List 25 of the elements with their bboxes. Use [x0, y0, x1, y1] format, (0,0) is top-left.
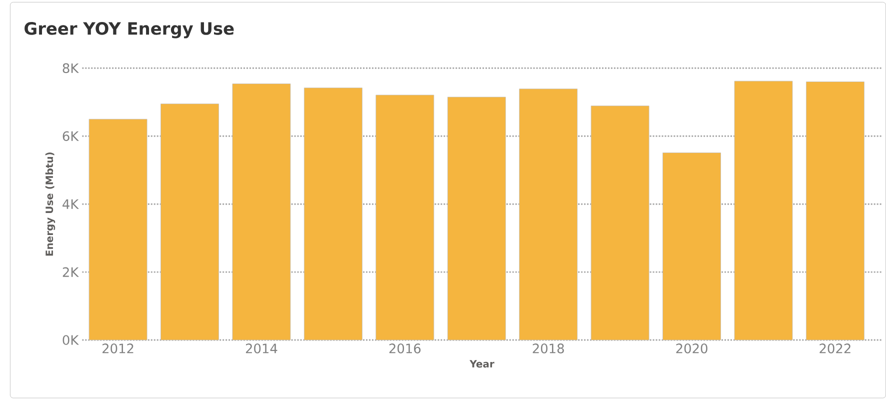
bar — [88, 118, 148, 340]
bar — [662, 152, 721, 340]
bar — [519, 88, 578, 340]
bar — [160, 104, 219, 340]
x-tick-label: 2012 — [102, 343, 134, 354]
bar — [376, 94, 434, 340]
x-tick-label: 2016 — [389, 343, 421, 354]
x-tick-label: 2022 — [820, 343, 850, 354]
x-tick-label: 2014 — [246, 343, 278, 354]
x-tick-label: 2020 — [676, 343, 708, 354]
y-tick-label: 6K — [62, 131, 79, 141]
bar — [447, 96, 506, 340]
bar — [590, 106, 650, 340]
bar — [734, 80, 793, 340]
y-tick-label: 0K — [62, 335, 79, 345]
x-axis-title: Year — [470, 360, 494, 368]
bar — [232, 84, 291, 340]
bar — [806, 81, 864, 340]
y-axis-title: Energy Use (Mbtu) — [45, 152, 56, 256]
x-tick-label: 2018 — [532, 343, 564, 354]
chart-title: Greer YOY Energy Use — [24, 22, 234, 38]
bar — [304, 88, 362, 340]
y-tick-label: 2K — [62, 267, 79, 277]
y-tick-label: 8K — [62, 63, 79, 73]
y-tick-label: 4K — [62, 199, 79, 209]
